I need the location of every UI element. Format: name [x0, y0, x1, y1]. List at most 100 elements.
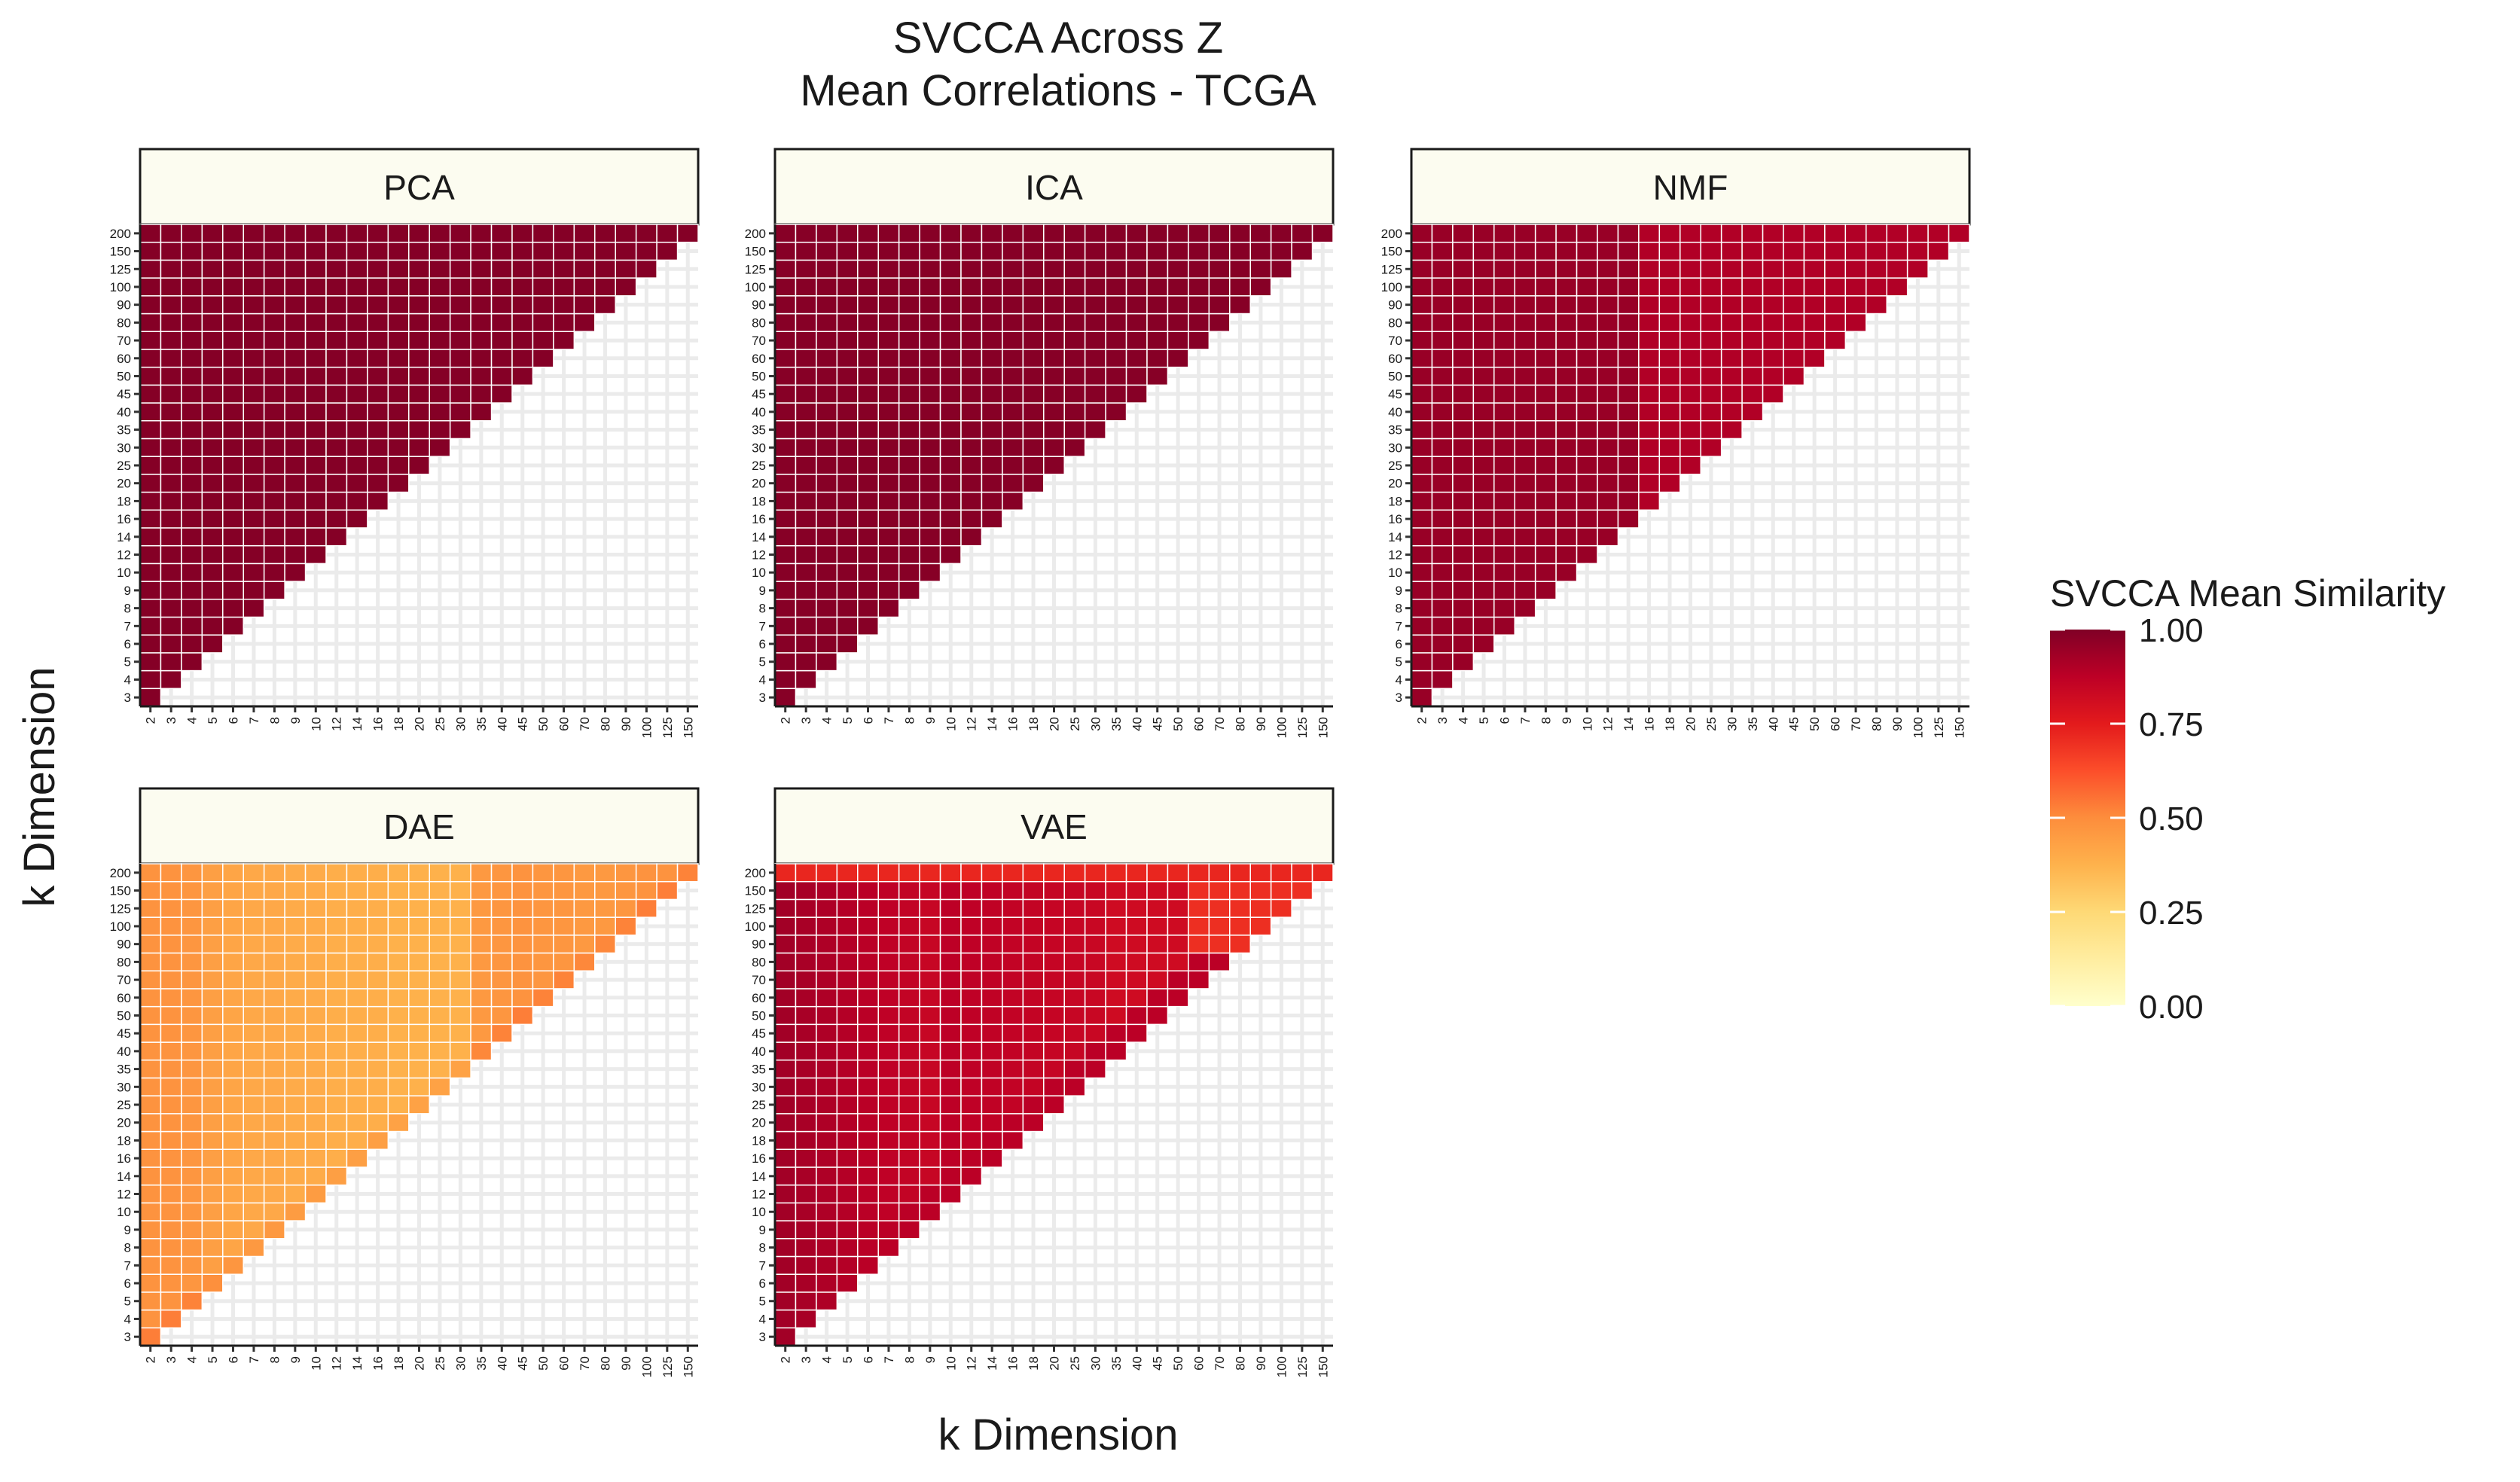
heatmap-cell [263, 1220, 285, 1240]
heatmap-cell [429, 916, 451, 936]
heatmap-cell [795, 916, 817, 936]
heatmap-cell [1043, 1095, 1065, 1115]
heatmap-cell [898, 224, 920, 243]
heatmap-cell [1411, 616, 1433, 636]
heatmap-cell [304, 1148, 327, 1168]
heatmap-cell [304, 509, 327, 529]
strip-ica [773, 148, 1335, 226]
x-tick-label: 14 [1622, 717, 1636, 731]
x-tick-label: 6 [227, 1356, 241, 1363]
heatmap-cell [960, 509, 983, 529]
heatmap-cell [346, 1148, 368, 1168]
heatmap-cell [1249, 259, 1272, 279]
x-tick-label: 150 [681, 1356, 695, 1377]
heatmap-cell [774, 1041, 797, 1061]
heatmap-cell [181, 331, 203, 350]
heatmap-cell [1105, 952, 1127, 971]
heatmap-cell [284, 402, 307, 422]
heatmap-cell [1063, 1041, 1086, 1061]
heatmap-cell [201, 491, 224, 511]
heatmap-cell [898, 419, 920, 440]
heatmap-cell [160, 1273, 182, 1293]
y-tick-label: 70 [752, 973, 766, 987]
heatmap-cell [877, 1095, 900, 1115]
heatmap-cell [960, 1077, 983, 1096]
heatmap-cell [1022, 916, 1045, 936]
heatmap-cell [877, 581, 900, 600]
heatmap-cell [877, 1148, 900, 1168]
heatmap-cell [836, 1095, 859, 1115]
x-tick-label: 150 [1316, 1356, 1330, 1377]
heatmap-cell [795, 384, 817, 404]
heatmap-cell [1679, 419, 1701, 440]
heatmap-cell [449, 935, 471, 954]
heatmap-cell [898, 491, 920, 511]
heatmap-cell [1208, 241, 1231, 261]
heatmap-cell [1167, 863, 1189, 883]
heatmap-cell [201, 277, 224, 297]
heatmap-cell [1022, 935, 1045, 954]
x-tick-label: 3 [799, 717, 813, 724]
x-tick-label: 9 [1560, 717, 1574, 724]
heatmap-cell [857, 384, 879, 404]
heatmap-cell [1472, 474, 1495, 493]
heatmap-cell [1472, 349, 1495, 368]
heatmap-cell [1534, 331, 1557, 350]
heatmap-cell [449, 970, 471, 990]
heatmap-cell [325, 935, 348, 954]
heatmap-cell [1084, 1059, 1106, 1079]
heatmap-cell [1700, 241, 1722, 261]
heatmap-cell [919, 456, 941, 475]
heatmap-cell [836, 295, 859, 315]
heatmap-cell [1022, 1059, 1045, 1079]
heatmap-cell [898, 456, 920, 475]
heatmap-cell [263, 544, 285, 565]
x-tick-label: 40 [1130, 1356, 1144, 1371]
heatmap-cell [1720, 224, 1743, 243]
heatmap-cell [263, 419, 285, 440]
heatmap-cell [1002, 224, 1024, 243]
heatmap-cell [1472, 259, 1495, 279]
heatmap-cell [1679, 259, 1701, 279]
heatmap-cell [284, 1148, 307, 1168]
heatmap-cell [1638, 366, 1661, 386]
heatmap-cell [857, 1130, 879, 1151]
heatmap-cell [939, 988, 962, 1008]
heatmap-cell [981, 438, 1003, 457]
heatmap-cell [774, 1327, 797, 1346]
x-tick-label: 4 [185, 717, 200, 724]
heatmap-cell [160, 402, 182, 422]
heatmap-cell [939, 1005, 962, 1026]
heatmap-cell [222, 581, 244, 600]
heatmap-cell [1493, 402, 1515, 422]
heatmap-cell [1576, 277, 1598, 297]
heatmap-cell [1720, 384, 1743, 404]
heatmap-cell [1022, 474, 1045, 493]
heatmap-cell [553, 295, 575, 315]
heatmap-cell [553, 952, 575, 971]
heatmap-cell [774, 935, 797, 954]
heatmap-cell [1229, 224, 1251, 243]
heatmap-cell [1803, 224, 1826, 243]
heatmap-cell [1063, 1059, 1086, 1079]
heatmap-cell [1022, 898, 1045, 918]
heatmap-cell [284, 509, 307, 529]
heatmap-cell [1411, 259, 1433, 279]
heatmap-cell [1125, 1005, 1148, 1026]
heatmap-cell [816, 563, 838, 582]
heatmap-cell [939, 1059, 962, 1079]
heatmap-cell [449, 224, 471, 243]
heatmap-cell [836, 1238, 859, 1258]
heatmap-cell [1188, 313, 1210, 332]
heatmap-cell [1291, 241, 1313, 261]
heatmap-cell [1700, 224, 1722, 243]
heatmap-cell [222, 1095, 244, 1115]
heatmap-cell [367, 1130, 389, 1151]
heatmap-cell [181, 1166, 203, 1186]
heatmap-cell [553, 916, 575, 936]
heatmap-cell [1866, 224, 1887, 243]
heatmap-cell [367, 1059, 389, 1079]
heatmap-cell [367, 970, 389, 990]
heatmap-cell [222, 241, 244, 261]
heatmap-cell [160, 616, 182, 636]
